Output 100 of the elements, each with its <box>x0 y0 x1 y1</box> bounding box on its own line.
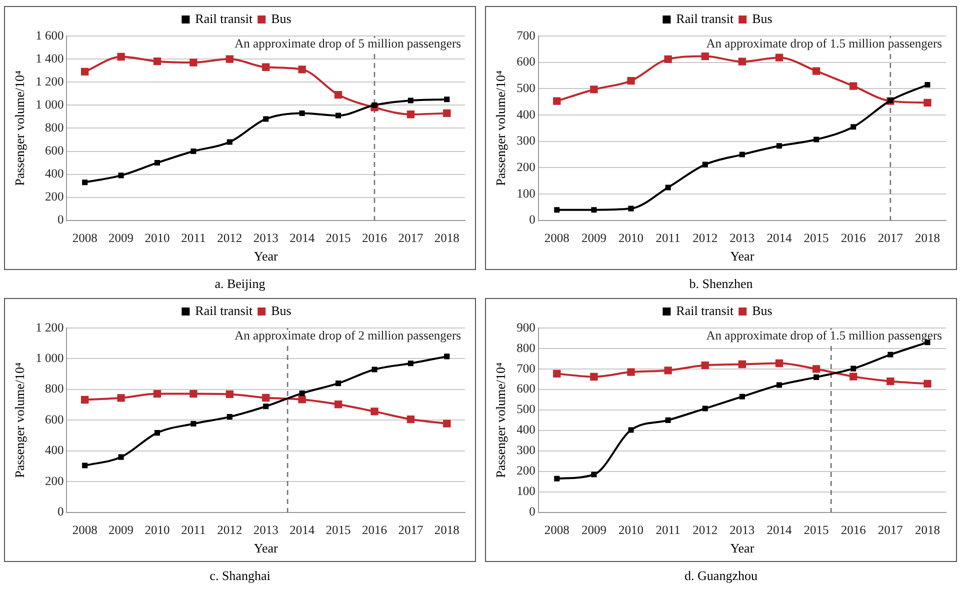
y-tick-label: 0 <box>529 212 536 227</box>
legend-label: Bus <box>271 10 292 26</box>
x-tick-label: 2016 <box>840 231 866 246</box>
y-tick-label: 1 600 <box>36 28 64 42</box>
x-tick-label: 2017 <box>878 523 903 538</box>
x-tick-label: 2012 <box>692 523 718 538</box>
y-tick-label: 300 <box>516 443 536 458</box>
x-tick-label: 2018 <box>914 231 940 246</box>
x-tick-label: 2016 <box>362 231 387 246</box>
x-tick-label: 2018 <box>434 523 460 538</box>
x-tick-label: 2018 <box>914 523 940 538</box>
y-tick-label: 800 <box>44 382 64 396</box>
y-tick-label: 200 <box>44 190 64 204</box>
y-tick-label: 800 <box>44 120 64 134</box>
x-tick-label: 2012 <box>692 231 718 246</box>
y-tick-label: 900 <box>516 320 536 334</box>
annotation: An approximate drop of 2 million passengers <box>234 328 462 343</box>
legend-label: Rail transit <box>195 10 253 26</box>
y-tick-label: 500 <box>516 80 536 95</box>
x-axis-title: Year <box>730 248 755 264</box>
x-tick-label: 2017 <box>878 231 903 246</box>
x-tick-label: 2010 <box>618 231 644 246</box>
y-tick-label: 1 200 <box>36 74 64 88</box>
legend-label: Bus <box>752 302 772 318</box>
y-tick-label: 500 <box>516 402 536 416</box>
y-tick-label: 400 <box>44 443 64 458</box>
x-tick-label: 2014 <box>290 523 316 538</box>
x-tick-label: 2010 <box>144 231 170 246</box>
y-tick-label: 800 <box>516 340 536 355</box>
y-axis-title: Passenger volume/10⁴ <box>493 362 508 478</box>
x-tick-label: 2011 <box>181 523 206 538</box>
x-tick-label: 2016 <box>840 523 866 538</box>
x-axis-title: Year <box>730 540 755 556</box>
legend-label: Rail transit <box>676 10 734 26</box>
x-tick-label: 2008 <box>544 523 570 538</box>
text: c. Shanghai <box>210 568 270 585</box>
y-tick-label: 700 <box>516 28 536 42</box>
legend-label: Bus <box>752 10 772 26</box>
y-tick-label: 100 <box>516 186 536 200</box>
legend-label: Bus <box>271 302 292 318</box>
x-tick-label: 2014 <box>766 231 792 246</box>
y-tick-label: 200 <box>44 474 64 488</box>
x-tick-label: 2011 <box>656 523 680 538</box>
y-tick-label: 600 <box>44 144 64 158</box>
x-tick-label: 2009 <box>108 523 134 538</box>
text: b. Shenzhen <box>689 276 753 293</box>
y-axis-title: Passenger volume/10⁴ <box>12 362 28 478</box>
y-tick-label: 600 <box>516 382 536 396</box>
x-tick-label: 2013 <box>253 231 278 246</box>
x-tick-label: 2016 <box>362 523 387 538</box>
x-tick-label: 2010 <box>618 523 644 538</box>
y-tick-label: 300 <box>516 134 536 148</box>
x-tick-label: 2015 <box>326 231 351 246</box>
annotation: An approximate drop of 1.5 million passengers <box>706 328 942 343</box>
y-tick-label: 100 <box>516 484 536 498</box>
legend-label: Rail transit <box>195 302 253 318</box>
y-tick-label: 1 200 <box>36 320 64 334</box>
x-tick-label: 2012 <box>217 231 242 246</box>
legend-label: Rail transit <box>676 302 734 318</box>
x-tick-label: 2008 <box>544 231 570 246</box>
annotation: An approximate drop of 1.5 million passengers <box>706 36 942 51</box>
x-tick-label: 2013 <box>730 231 755 246</box>
y-tick-label: 1 000 <box>36 351 64 366</box>
x-tick-label: 2013 <box>730 523 755 538</box>
x-tick-label: 2011 <box>181 231 206 246</box>
x-tick-label: 2008 <box>72 231 98 246</box>
x-tick-label: 2012 <box>217 523 242 538</box>
y-tick-label: 600 <box>44 412 64 426</box>
y-tick-label: 700 <box>516 361 536 376</box>
y-tick-label: 400 <box>44 166 64 181</box>
x-tick-label: 2008 <box>72 523 98 538</box>
text: a. Beijing <box>214 276 266 293</box>
x-tick-label: 2009 <box>581 231 606 246</box>
y-tick-label: 0 <box>57 504 64 519</box>
x-tick-label: 2015 <box>804 523 829 538</box>
y-tick-label: 400 <box>516 107 536 122</box>
y-tick-label: 400 <box>516 422 536 437</box>
y-tick-label: 200 <box>516 160 536 174</box>
x-tick-label: 2017 <box>398 231 424 246</box>
x-axis-title: Year <box>254 248 279 264</box>
x-tick-label: 2015 <box>326 523 351 538</box>
x-tick-label: 2014 <box>290 231 316 246</box>
y-tick-label: 0 <box>57 212 64 227</box>
y-tick-label: 0 <box>529 504 536 519</box>
x-axis-title: Year <box>254 540 279 556</box>
annotation: An approximate drop of 5 million passengers <box>234 36 462 51</box>
y-tick-label: 1 400 <box>36 51 64 66</box>
x-tick-label: 2014 <box>766 523 792 538</box>
y-tick-label: 1 000 <box>36 97 64 112</box>
x-tick-label: 2009 <box>581 523 606 538</box>
y-axis-title: Passenger volume/10⁴ <box>12 70 28 186</box>
x-tick-label: 2009 <box>108 231 134 246</box>
x-tick-label: 2017 <box>398 523 424 538</box>
y-tick-label: 200 <box>516 464 536 478</box>
x-tick-label: 2011 <box>656 231 680 246</box>
y-tick-label: 600 <box>516 54 536 69</box>
x-tick-label: 2018 <box>434 231 460 246</box>
x-tick-label: 2013 <box>253 523 278 538</box>
y-axis-title: Passenger volume/10⁴ <box>493 70 508 186</box>
x-tick-label: 2010 <box>144 523 170 538</box>
